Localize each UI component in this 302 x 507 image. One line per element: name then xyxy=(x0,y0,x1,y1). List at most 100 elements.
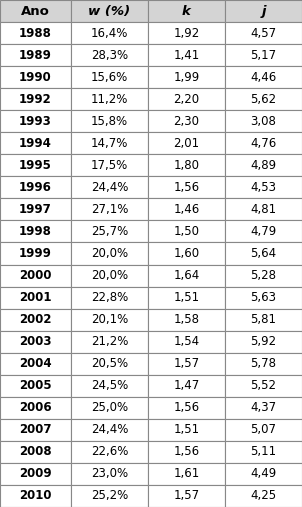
Text: 23,0%: 23,0% xyxy=(91,467,128,481)
Text: 4,79: 4,79 xyxy=(250,225,277,238)
Text: 1,99: 1,99 xyxy=(173,70,200,84)
Text: 20,0%: 20,0% xyxy=(91,269,128,282)
Text: 1,51: 1,51 xyxy=(173,291,200,304)
Bar xyxy=(0,397,71,419)
Bar xyxy=(0,88,71,110)
Bar xyxy=(71,375,148,397)
Text: 2006: 2006 xyxy=(19,402,52,414)
Bar xyxy=(0,441,71,463)
Bar xyxy=(71,154,148,176)
Bar xyxy=(71,242,148,265)
Bar xyxy=(225,44,302,66)
Text: 2008: 2008 xyxy=(19,445,52,458)
Text: 27,1%: 27,1% xyxy=(91,203,128,216)
Bar xyxy=(148,286,225,309)
Text: 4,81: 4,81 xyxy=(250,203,277,216)
Bar xyxy=(0,242,71,265)
Bar xyxy=(71,22,148,44)
Bar xyxy=(71,0,148,22)
Bar xyxy=(225,331,302,353)
Text: 1,51: 1,51 xyxy=(173,423,200,437)
Text: 11,2%: 11,2% xyxy=(91,93,128,105)
Bar xyxy=(0,132,71,154)
Text: 2003: 2003 xyxy=(19,335,52,348)
Text: 1989: 1989 xyxy=(19,49,52,62)
Text: 4,25: 4,25 xyxy=(250,489,277,502)
Bar xyxy=(0,0,71,22)
Text: 5,11: 5,11 xyxy=(250,445,277,458)
Bar xyxy=(71,66,148,88)
Text: 21,2%: 21,2% xyxy=(91,335,128,348)
Bar xyxy=(71,198,148,221)
Text: w (%): w (%) xyxy=(88,5,130,18)
Bar xyxy=(71,485,148,507)
Bar xyxy=(148,397,225,419)
Text: 2005: 2005 xyxy=(19,379,52,392)
Text: 2002: 2002 xyxy=(19,313,52,326)
Text: 1998: 1998 xyxy=(19,225,52,238)
Bar xyxy=(0,286,71,309)
Text: 1997: 1997 xyxy=(19,203,52,216)
Text: 25,7%: 25,7% xyxy=(91,225,128,238)
Bar xyxy=(148,353,225,375)
Text: 4,37: 4,37 xyxy=(250,402,277,414)
Text: 5,81: 5,81 xyxy=(250,313,277,326)
Bar xyxy=(71,265,148,286)
Text: 24,4%: 24,4% xyxy=(91,181,128,194)
Text: 5,92: 5,92 xyxy=(250,335,277,348)
Bar xyxy=(225,0,302,22)
Bar xyxy=(225,88,302,110)
Bar xyxy=(71,309,148,331)
Bar xyxy=(148,463,225,485)
Bar xyxy=(148,331,225,353)
Text: 1992: 1992 xyxy=(19,93,52,105)
Text: 1,47: 1,47 xyxy=(173,379,200,392)
Text: 1,56: 1,56 xyxy=(173,402,200,414)
Bar xyxy=(71,331,148,353)
Text: 2000: 2000 xyxy=(19,269,52,282)
Bar xyxy=(148,22,225,44)
Bar xyxy=(0,331,71,353)
Bar xyxy=(225,463,302,485)
Bar xyxy=(0,22,71,44)
Bar xyxy=(148,221,225,242)
Bar xyxy=(148,132,225,154)
Bar xyxy=(0,485,71,507)
Text: 20,0%: 20,0% xyxy=(91,247,128,260)
Text: 5,63: 5,63 xyxy=(250,291,277,304)
Text: 4,89: 4,89 xyxy=(250,159,277,172)
Bar xyxy=(0,353,71,375)
Bar xyxy=(0,419,71,441)
Text: 5,17: 5,17 xyxy=(250,49,277,62)
Text: 5,64: 5,64 xyxy=(250,247,277,260)
Bar xyxy=(225,353,302,375)
Bar xyxy=(225,66,302,88)
Bar xyxy=(148,485,225,507)
Text: j: j xyxy=(261,5,266,18)
Bar xyxy=(71,286,148,309)
Bar xyxy=(148,441,225,463)
Bar xyxy=(71,353,148,375)
Text: 5,78: 5,78 xyxy=(250,357,277,370)
Text: 2009: 2009 xyxy=(19,467,52,481)
Bar xyxy=(0,66,71,88)
Bar xyxy=(225,375,302,397)
Text: 20,5%: 20,5% xyxy=(91,357,128,370)
Bar xyxy=(0,110,71,132)
Text: 15,8%: 15,8% xyxy=(91,115,128,128)
Text: 22,6%: 22,6% xyxy=(91,445,128,458)
Bar xyxy=(225,154,302,176)
Bar xyxy=(0,221,71,242)
Bar xyxy=(148,419,225,441)
Text: Ano: Ano xyxy=(21,5,50,18)
Text: 22,8%: 22,8% xyxy=(91,291,128,304)
Text: 1,56: 1,56 xyxy=(173,445,200,458)
Bar xyxy=(225,221,302,242)
Bar xyxy=(148,242,225,265)
Text: 1994: 1994 xyxy=(19,137,52,150)
Bar xyxy=(225,176,302,198)
Bar xyxy=(148,176,225,198)
Text: 24,4%: 24,4% xyxy=(91,423,128,437)
Text: 2007: 2007 xyxy=(19,423,52,437)
Bar xyxy=(225,286,302,309)
